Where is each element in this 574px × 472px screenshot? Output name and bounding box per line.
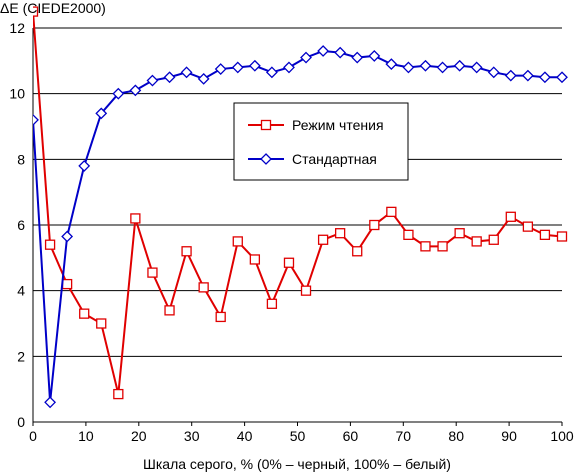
legend-marker-1: [260, 153, 272, 165]
series-0: [33, 6, 568, 400]
data-point-0-19: [352, 246, 363, 257]
data-point-0-5: [113, 388, 124, 400]
data-point-0-23: [420, 241, 431, 252]
data-point-0-16: [300, 285, 312, 296]
data-point-0-10: [198, 282, 209, 293]
data-point-0-25: [454, 228, 465, 239]
y-tick-label-1: 2: [17, 348, 25, 364]
y-tick-label-0: 0: [17, 414, 25, 430]
x-tick-label-10: 100: [550, 428, 574, 444]
series-layer: [33, 6, 568, 409]
data-point-0-7: [147, 267, 158, 278]
data-point-0-30: [539, 229, 551, 241]
data-point-0-1: [44, 239, 56, 250]
data-point-1-10: [197, 72, 210, 85]
data-point-1-6: [129, 84, 142, 97]
series-1: [33, 45, 568, 409]
data-point-0-29: [522, 221, 534, 232]
data-point-0-24: [437, 241, 448, 252]
data-point-1-30: [538, 71, 551, 84]
data-point-1-3: [78, 159, 91, 172]
data-point-1-11: [214, 63, 227, 75]
x-tick-label-1: 10: [78, 428, 94, 444]
y-axis-label: ΔE (CIEDE2000): [0, 0, 106, 16]
legend-label-1: Стандартная: [292, 151, 377, 167]
data-point-1-31: [556, 71, 568, 84]
data-point-0-12: [232, 236, 243, 247]
x-tick-label-2: 20: [131, 428, 147, 444]
y-tick-label-5: 10: [9, 86, 25, 102]
data-point-0-0: [33, 6, 39, 17]
x-tick-label-0: 0: [29, 428, 37, 444]
data-point-1-21: [385, 58, 398, 71]
data-point-0-11: [215, 311, 226, 323]
data-point-1-29: [521, 69, 534, 82]
legend-box: [233, 102, 409, 181]
data-point-1-28: [504, 69, 517, 82]
x-tick-label-9: 90: [501, 428, 517, 444]
data-point-1-23: [419, 59, 432, 72]
data-point-1-5: [112, 87, 125, 100]
x-tick-label-8: 80: [448, 428, 464, 444]
data-point-0-21: [386, 206, 397, 218]
data-point-1-16: [300, 51, 312, 64]
data-point-0-22: [403, 229, 414, 241]
data-point-1-7: [146, 74, 159, 87]
data-point-0-14: [266, 298, 278, 309]
data-point-0-17: [317, 234, 329, 245]
data-point-0-27: [488, 234, 499, 245]
x-axis-label: Шкала серого, % (0% – черный, 100% – бел…: [143, 456, 451, 472]
data-point-0-15: [283, 257, 295, 268]
data-point-1-15: [283, 61, 295, 74]
data-point-1-22: [402, 61, 415, 74]
data-point-1-26: [470, 61, 483, 74]
data-point-0-8: [164, 305, 175, 316]
data-point-0-3: [79, 308, 90, 319]
data-point-1-0: [33, 114, 39, 126]
data-point-1-12: [231, 61, 244, 74]
data-point-1-9: [180, 66, 193, 79]
data-point-1-24: [436, 61, 449, 74]
x-tick-label-3: 30: [184, 428, 200, 444]
data-point-0-31: [556, 231, 568, 242]
data-point-1-25: [453, 59, 466, 72]
data-point-1-17: [317, 45, 330, 57]
y-tick-label-3: 6: [17, 217, 25, 233]
axes: [32, 28, 563, 426]
data-point-1-4: [95, 107, 108, 120]
data-point-0-13: [249, 254, 261, 265]
data-point-1-13: [248, 59, 261, 72]
y-tick-label-6: 12: [9, 20, 25, 36]
data-point-0-20: [369, 219, 380, 231]
data-point-0-28: [505, 211, 516, 222]
legend-marker-0: [260, 119, 272, 131]
y-tick-label-2: 4: [17, 283, 25, 299]
data-point-1-8: [163, 71, 176, 84]
legend-label-0: Режим чтения: [292, 117, 384, 133]
data-point-1-20: [368, 49, 381, 62]
data-point-1-27: [487, 66, 500, 79]
data-point-0-2: [61, 278, 73, 290]
x-tick-label-5: 50: [290, 428, 306, 444]
data-point-1-2: [61, 230, 74, 243]
data-point-1-19: [351, 51, 364, 64]
data-point-0-26: [471, 236, 482, 247]
tick-labels: 0 2 4 6 8 10 12 0 10 20 30 40 50 60 70 80 90 100: [9, 20, 573, 444]
x-tick-label-7: 70: [396, 428, 412, 444]
grid-lines: [33, 27, 562, 357]
data-point-1-14: [265, 66, 278, 79]
x-tick-label-6: 60: [343, 428, 359, 444]
legend: Режим чтения Стандартная: [233, 102, 409, 181]
data-point-0-18: [334, 228, 346, 239]
data-point-0-6: [130, 213, 141, 224]
data-point-1-1: [44, 396, 57, 409]
data-point-1-18: [334, 46, 347, 59]
x-tick-label-4: 40: [237, 428, 253, 444]
data-point-0-9: [181, 246, 192, 257]
data-point-0-4: [96, 318, 107, 329]
y-tick-label-4: 8: [17, 151, 25, 167]
